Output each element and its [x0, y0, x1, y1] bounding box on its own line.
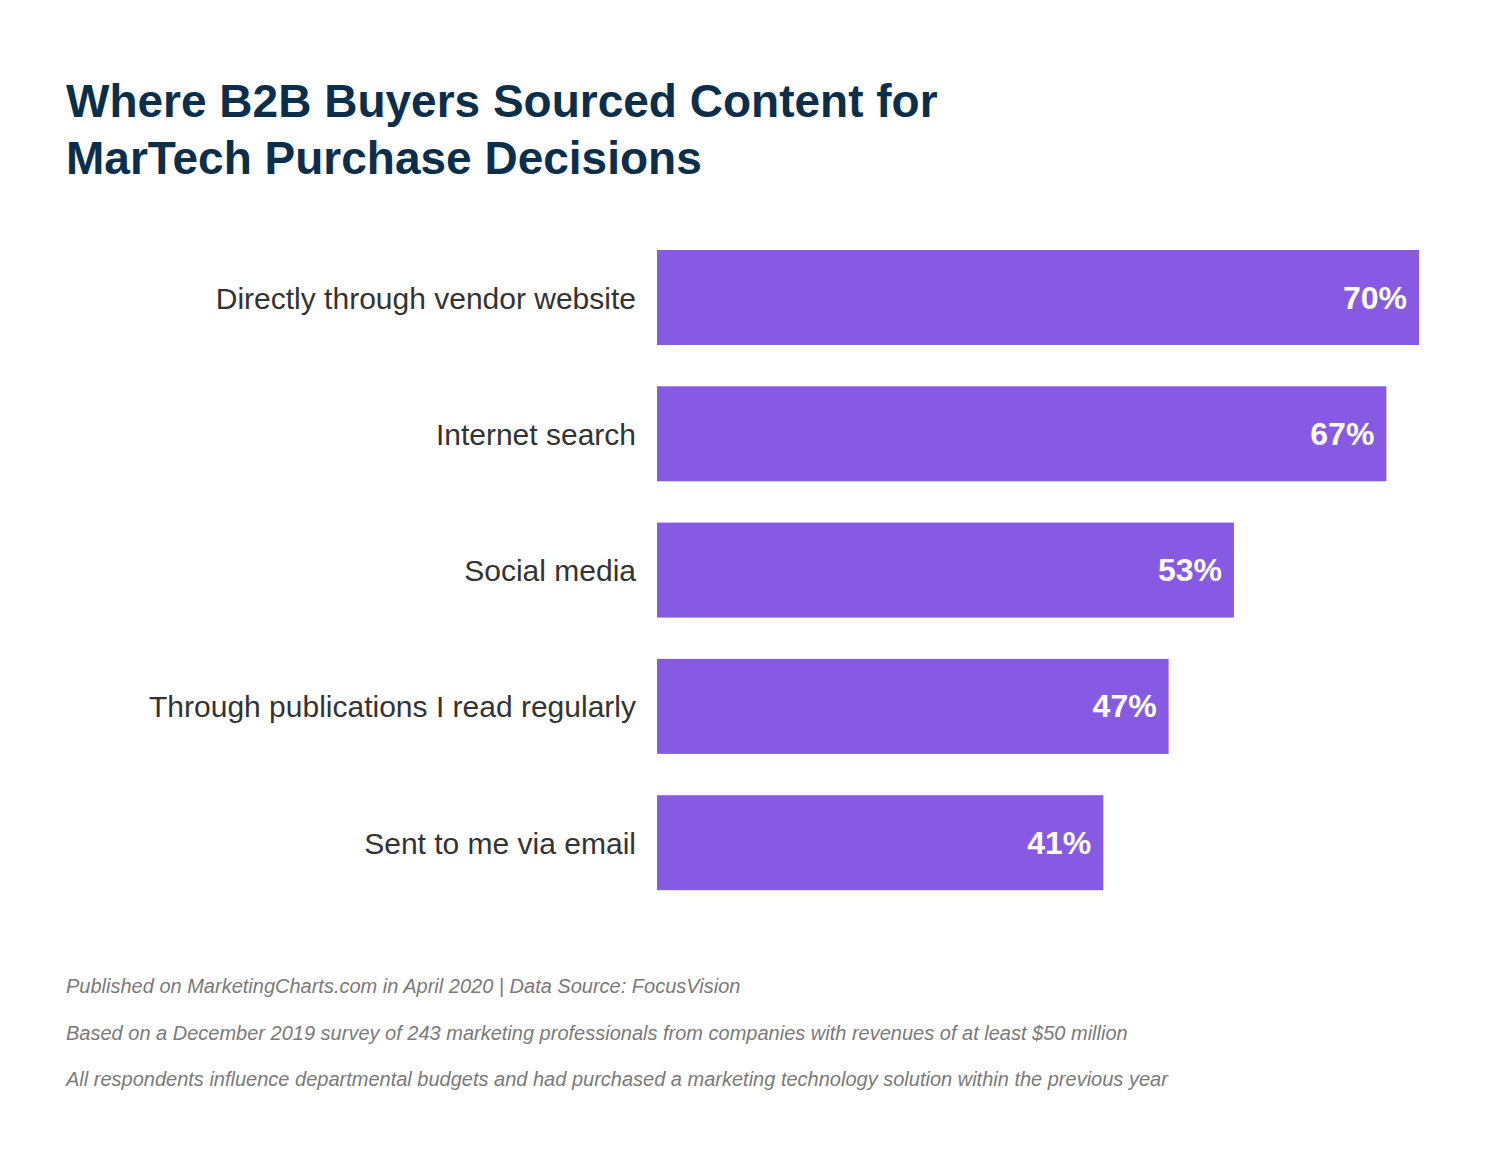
- labels: Directly through vendor website 70% Intern…: [149, 280, 1407, 861]
- footnote: Published on MarketingCharts.com in Apri…: [66, 975, 740, 997]
- chart: Where B2B Buyers Sourced Content forMarT…: [0, 0, 1510, 1161]
- title-line: Where B2B Buyers Sourced Content for: [66, 75, 938, 127]
- category-label: Through publications I read regularly: [149, 690, 636, 723]
- data-label: 53%: [1158, 552, 1222, 588]
- bar: [657, 250, 1419, 345]
- title: Where B2B Buyers Sourced Content forMarT…: [66, 75, 938, 184]
- bar: [657, 386, 1386, 481]
- data-label: 70%: [1343, 280, 1407, 316]
- bar: [657, 523, 1234, 618]
- footnote: Based on a December 2019 survey of 243 m…: [66, 1022, 1128, 1044]
- category-label: Internet search: [436, 418, 636, 451]
- data-label: 47%: [1093, 688, 1157, 724]
- category-label: Directly through vendor website: [216, 282, 636, 315]
- background: [0, 0, 1510, 1161]
- data-label: 41%: [1027, 825, 1091, 861]
- category-label: Sent to me via email: [364, 827, 636, 860]
- data-label: 67%: [1310, 416, 1374, 452]
- footnote: All respondents influence departmental b…: [65, 1068, 1169, 1090]
- bars: [657, 250, 1419, 890]
- bar: [657, 795, 1103, 890]
- category-label: Social media: [464, 554, 636, 587]
- title-line: MarTech Purchase Decisions: [66, 132, 702, 184]
- bar: [657, 659, 1169, 754]
